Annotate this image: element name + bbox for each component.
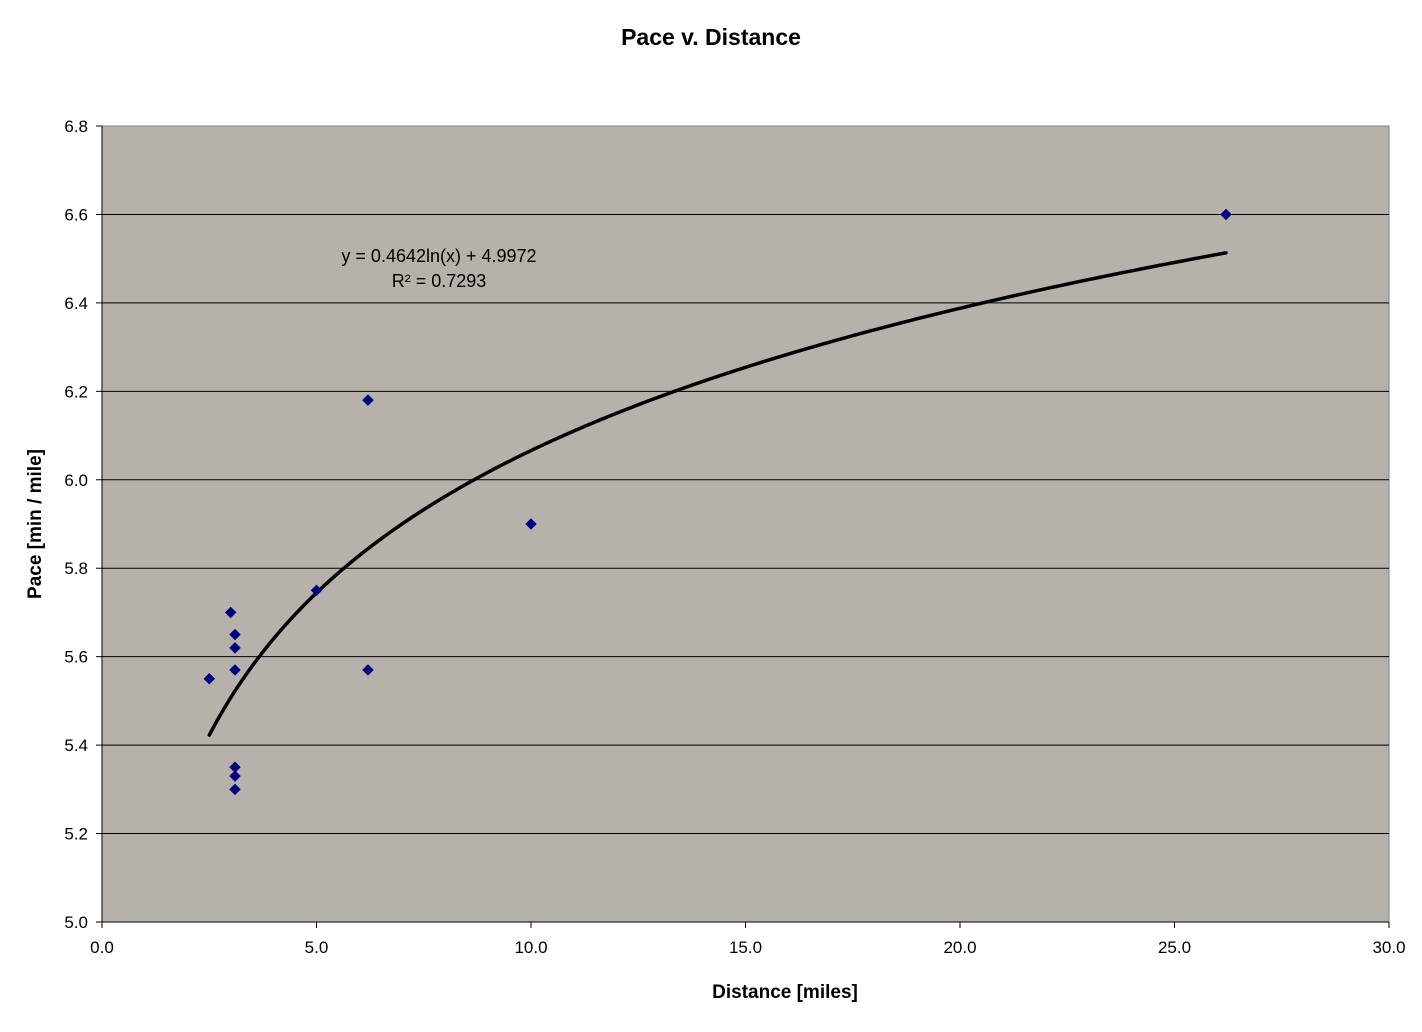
data-point	[310, 584, 323, 597]
gridlines	[102, 213, 1389, 835]
data-point	[229, 770, 241, 782]
y-tick-label: 5.4	[64, 736, 88, 755]
x-tick-label: 15.0	[729, 938, 762, 957]
x-axis-title: Distance [miles]	[712, 982, 858, 1003]
data-point	[1220, 208, 1232, 221]
y-axis-title: Pace [min / mile]	[25, 449, 46, 599]
x-tick-label: 0.0	[90, 938, 114, 957]
plot-area	[101, 125, 1390, 923]
trendline-equation: y = 0.4642ln(x) + 4.9972	[341, 246, 536, 266]
trendline-layer	[207, 251, 1228, 737]
y-tick-label: 6.0	[64, 471, 88, 490]
data-point	[229, 641, 241, 654]
y-tick-label: 5.6	[64, 648, 88, 667]
data-point	[362, 394, 374, 407]
data-point	[362, 664, 374, 676]
r-squared-label: R² = 0.7293	[392, 271, 487, 291]
y-tick-label: 5.8	[64, 559, 88, 578]
y-tick-label: 6.8	[64, 117, 88, 136]
y-tick-label: 6.2	[64, 382, 88, 401]
data-points	[203, 208, 1232, 796]
data-point	[203, 672, 216, 685]
axes: 5.05.25.45.65.86.06.26.46.66.80.0 5.0 10.0…	[64, 117, 1405, 957]
data-point	[229, 664, 241, 676]
data-point	[229, 783, 241, 796]
x-tick-label: 10.0	[514, 938, 547, 957]
x-tick-label: 30.0	[1372, 938, 1405, 957]
data-point	[229, 628, 241, 641]
x-tick-label: 5.0	[305, 938, 329, 957]
data-point	[525, 518, 537, 530]
trendline	[207, 251, 1228, 737]
x-tick-label: 20.0	[943, 938, 976, 957]
chart-title: Pace v. Distance	[621, 24, 801, 50]
data-point	[224, 606, 237, 619]
y-tick-label: 5.0	[64, 913, 88, 932]
y-tick-label: 5.2	[64, 825, 88, 844]
x-tick-label: 25.0	[1158, 938, 1191, 957]
y-tick-label: 6.6	[64, 205, 88, 224]
y-tick-label: 6.4	[64, 294, 88, 313]
